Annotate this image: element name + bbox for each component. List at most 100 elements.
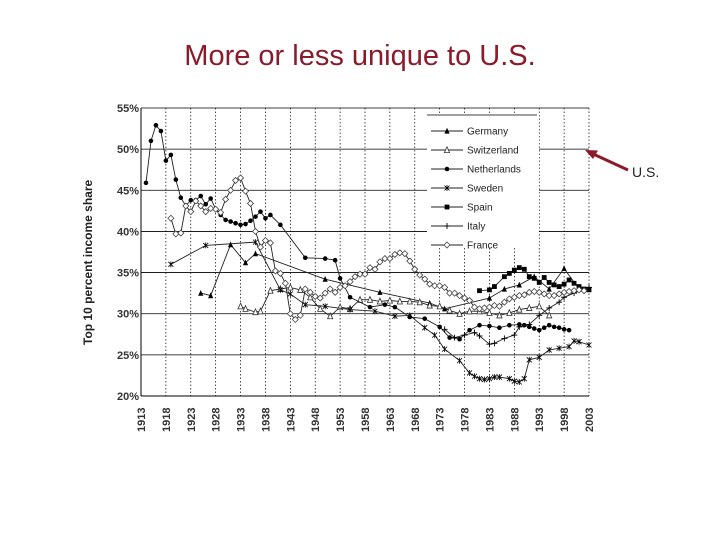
data-point-switzerland bbox=[506, 308, 513, 316]
data-point-italy bbox=[511, 332, 518, 339]
data-point-switzerland bbox=[516, 305, 523, 313]
x-tick-label: 1933 bbox=[236, 408, 248, 432]
data-point-switzerland bbox=[526, 303, 533, 311]
data-point-spain bbox=[516, 265, 522, 271]
data-point-sweden bbox=[506, 375, 513, 382]
x-tick-label: 1948 bbox=[310, 408, 322, 432]
data-point-france bbox=[212, 205, 220, 213]
data-point-germany bbox=[322, 275, 328, 282]
data-point-switzerland bbox=[267, 286, 274, 294]
data-point-sweden bbox=[516, 379, 523, 386]
x-tick-label: 2003 bbox=[584, 408, 596, 432]
y-axis-label: Top 10 percent income share bbox=[81, 180, 95, 345]
data-point-france bbox=[316, 294, 324, 302]
data-point-spain bbox=[561, 281, 567, 287]
data-point-france bbox=[331, 288, 339, 296]
data-point-netherlands bbox=[477, 322, 482, 328]
data-point-spain bbox=[492, 284, 497, 289]
data-point-france bbox=[192, 197, 200, 205]
x-tick-label: 1978 bbox=[460, 408, 472, 432]
series-switzerland bbox=[237, 283, 553, 320]
x-tick-label: 1928 bbox=[211, 408, 223, 432]
data-point-germany bbox=[208, 292, 214, 299]
data-point-italy bbox=[536, 312, 543, 319]
data-point-france bbox=[580, 287, 588, 295]
data-point-france bbox=[451, 289, 459, 297]
data-point-spain bbox=[487, 287, 492, 293]
data-point-sweden bbox=[466, 369, 473, 376]
data-point-italy bbox=[461, 332, 468, 339]
data-point-netherlands bbox=[457, 336, 462, 342]
data-point-france bbox=[436, 282, 444, 290]
data-point-netherlands bbox=[536, 327, 542, 333]
slide-title: More or less unique to U.S. bbox=[184, 40, 536, 72]
data-point-spain bbox=[531, 275, 537, 281]
data-point-france bbox=[321, 289, 329, 297]
annotation-arrow-head bbox=[585, 150, 598, 159]
data-point-france bbox=[460, 294, 469, 302]
data-point-france bbox=[311, 292, 319, 300]
data-point-netherlands bbox=[367, 304, 373, 310]
data-point-netherlands bbox=[178, 195, 184, 200]
data-point-germany bbox=[516, 281, 522, 288]
data-point-france bbox=[431, 282, 439, 290]
legend-marker-switzerland bbox=[443, 145, 451, 154]
legend-label-sweden: Sweden bbox=[467, 184, 503, 195]
data-point-france bbox=[575, 286, 583, 294]
data-point-france bbox=[296, 311, 304, 319]
y-tick-label: 40% bbox=[117, 226, 139, 238]
data-point-sweden bbox=[571, 337, 577, 344]
legend-label-italy: Italy bbox=[467, 222, 485, 233]
data-point-spain bbox=[571, 280, 577, 286]
data-point-switzerland bbox=[536, 302, 543, 310]
data-point-netherlands bbox=[551, 324, 557, 330]
data-point-switzerland bbox=[466, 307, 473, 315]
data-point-switzerland bbox=[326, 312, 334, 320]
data-point-france bbox=[421, 275, 429, 283]
data-point-netherlands bbox=[382, 302, 388, 307]
data-point-netherlands bbox=[233, 220, 238, 226]
data-point-sweden bbox=[566, 343, 572, 350]
data-point-netherlands bbox=[238, 222, 243, 228]
data-point-netherlands bbox=[497, 325, 502, 331]
data-point-italy bbox=[526, 321, 533, 328]
data-point-switzerland bbox=[426, 301, 433, 309]
data-point-france bbox=[495, 302, 503, 310]
series-line-sweden bbox=[170, 241, 590, 383]
legend-box bbox=[427, 113, 539, 248]
data-point-netherlands bbox=[228, 219, 233, 224]
data-point-sweden bbox=[586, 341, 592, 348]
data-point-netherlands bbox=[243, 221, 248, 227]
data-point-france bbox=[336, 283, 344, 291]
data-point-sweden bbox=[471, 373, 478, 380]
y-tick-label: 55% bbox=[117, 103, 139, 115]
data-point-france bbox=[286, 310, 294, 318]
data-point-sweden bbox=[202, 242, 209, 249]
data-point-switzerland bbox=[456, 309, 463, 317]
data-point-netherlands bbox=[546, 322, 552, 328]
data-point-germany bbox=[198, 289, 204, 296]
data-point-netherlands bbox=[143, 180, 149, 186]
series-layer bbox=[143, 122, 592, 386]
data-point-switzerland bbox=[287, 283, 294, 291]
data-point-france bbox=[411, 265, 419, 273]
data-point-france bbox=[232, 176, 240, 184]
x-tick-label: 1913 bbox=[136, 408, 148, 432]
data-point-france bbox=[261, 236, 270, 245]
data-point-germany bbox=[501, 285, 507, 292]
data-point-france bbox=[545, 292, 553, 300]
data-point-italy bbox=[441, 326, 448, 333]
data-point-netherlands bbox=[447, 335, 452, 340]
y-tick-label: 50% bbox=[117, 144, 139, 156]
data-point-netherlands bbox=[203, 201, 209, 207]
data-point-france bbox=[236, 174, 245, 182]
data-point-netherlands bbox=[168, 152, 174, 158]
data-point-sweden bbox=[302, 301, 309, 308]
data-point-netherlands bbox=[148, 138, 154, 144]
data-point-spain bbox=[546, 280, 552, 285]
data-point-sweden bbox=[491, 374, 498, 381]
data-point-switzerland bbox=[416, 298, 423, 306]
data-point-germany bbox=[546, 285, 552, 292]
data-point-france bbox=[281, 279, 289, 287]
